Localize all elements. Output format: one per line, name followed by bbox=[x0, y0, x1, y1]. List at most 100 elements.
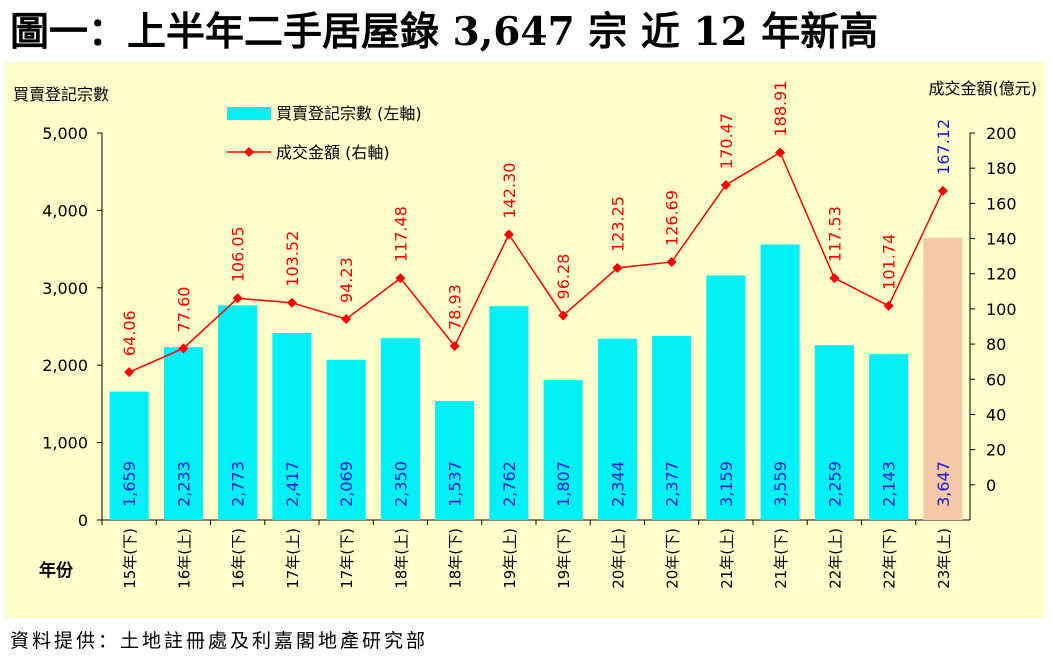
line-marker bbox=[720, 179, 731, 190]
line-marker bbox=[341, 314, 352, 325]
line-value-label: 126.69 bbox=[663, 190, 682, 246]
x-category-label: 17年(上) bbox=[284, 528, 302, 589]
line-marker bbox=[178, 343, 189, 354]
x-category-label: 16年(下) bbox=[230, 528, 248, 589]
bar bbox=[435, 401, 475, 520]
bar-value-label: 2,417 bbox=[283, 461, 302, 507]
line-value-label: 117.48 bbox=[391, 206, 410, 262]
x-category-label: 15年(下) bbox=[121, 528, 139, 589]
left-axis-title: 買賣登記宗數 bbox=[13, 85, 109, 104]
line-marker bbox=[395, 273, 406, 284]
bar-value-label: 3,647 bbox=[934, 461, 953, 507]
left-tick-label: 4,000 bbox=[42, 201, 88, 220]
right-tick-label: 160 bbox=[986, 194, 1017, 213]
x-category-label: 20年(下) bbox=[664, 528, 682, 589]
bar bbox=[652, 336, 692, 520]
legend-bar-label: 買賣登記宗數 (左軸) bbox=[276, 104, 422, 123]
x-category-label: 16年(上) bbox=[175, 528, 193, 589]
legend-bar-swatch bbox=[227, 107, 271, 120]
bar bbox=[760, 244, 800, 521]
bar bbox=[543, 380, 583, 520]
chart-title: 圖一：上半年二手居屋錄 3,647 宗 近 12 年新高 bbox=[10, 9, 879, 55]
right-tick-label: 60 bbox=[986, 370, 1006, 389]
right-tick-label: 0 bbox=[986, 476, 996, 495]
right-tick-label: 40 bbox=[986, 405, 1006, 424]
line-marker bbox=[829, 273, 840, 284]
bar bbox=[706, 275, 746, 520]
right-tick-label: 80 bbox=[986, 335, 1006, 354]
left-tick-label: 5,000 bbox=[42, 124, 88, 143]
x-axis-title: 年份 bbox=[39, 560, 74, 581]
bar-value-label: 3,559 bbox=[771, 461, 790, 507]
line-value-label: 106.05 bbox=[229, 226, 248, 282]
bar bbox=[923, 237, 963, 520]
line-value-label: 117.53 bbox=[825, 206, 844, 262]
x-category-label: 18年(下) bbox=[447, 528, 465, 589]
line-value-label: 96.28 bbox=[554, 254, 573, 300]
line-marker bbox=[666, 256, 677, 267]
bar bbox=[326, 359, 366, 520]
line-marker bbox=[449, 340, 460, 351]
line-value-label: 101.74 bbox=[880, 234, 899, 290]
chart-svg: 0 1,000 2,000 3,000 4,000 5,000 0 20 40 60 80 100 12… bbox=[5, 62, 1045, 618]
bar-value-label: 2,143 bbox=[880, 461, 899, 507]
line-marker bbox=[232, 293, 243, 304]
line-value-label: 103.52 bbox=[283, 231, 302, 287]
bar bbox=[380, 338, 420, 520]
right-tick-label: 140 bbox=[986, 230, 1017, 249]
bar-value-label: 1,537 bbox=[446, 461, 465, 507]
bar bbox=[869, 354, 909, 520]
left-tick-label: 2,000 bbox=[42, 356, 88, 375]
bar-value-label: 1,659 bbox=[120, 461, 139, 507]
line-marker bbox=[503, 229, 514, 240]
line-value-label: 142.30 bbox=[500, 163, 519, 219]
left-tick-label: 3,000 bbox=[42, 279, 88, 298]
legend-line-marker bbox=[244, 147, 254, 157]
right-tick-label: 100 bbox=[986, 300, 1017, 319]
bar bbox=[814, 345, 854, 520]
bar-value-label: 2,762 bbox=[500, 461, 519, 507]
x-category-label: 22年(下) bbox=[881, 528, 899, 589]
x-category-label: 19年(上) bbox=[501, 528, 519, 589]
source-footer: 資料提供：土地註冊處及利嘉閣地產研究部 bbox=[10, 630, 429, 652]
bar-value-label: 2,377 bbox=[663, 461, 682, 507]
x-category-label: 20年(上) bbox=[609, 528, 627, 589]
chart-area: 0 1,000 2,000 3,000 4,000 5,000 0 20 40 60 80 100 12… bbox=[5, 62, 1045, 618]
bar-value-label: 2,350 bbox=[391, 461, 410, 507]
legend-line-label: 成交金額 (右軸) bbox=[276, 143, 390, 162]
right-tick-label: 200 bbox=[986, 124, 1017, 143]
bar-value-label: 2,069 bbox=[337, 461, 356, 507]
line-value-label: 64.06 bbox=[120, 310, 139, 356]
bar bbox=[489, 306, 529, 520]
line-marker bbox=[124, 367, 135, 378]
right-tick-label: 120 bbox=[986, 265, 1017, 284]
line-marker bbox=[558, 310, 569, 321]
line-value-label: 170.47 bbox=[717, 113, 736, 169]
x-category-label: 21年(上) bbox=[718, 528, 736, 589]
x-category-label: 17年(下) bbox=[338, 528, 356, 589]
line-series-path bbox=[128, 151, 944, 373]
line-marker bbox=[775, 147, 786, 158]
x-category-label: 19年(下) bbox=[555, 528, 573, 589]
right-tick-label: 20 bbox=[986, 441, 1006, 460]
line-marker bbox=[937, 185, 948, 196]
line-value-label: 167.12 bbox=[934, 119, 953, 175]
bar bbox=[597, 338, 637, 520]
line-value-label: 77.60 bbox=[174, 287, 193, 333]
x-category-label: 22年(上) bbox=[826, 528, 844, 589]
line-value-label: 123.25 bbox=[608, 196, 627, 252]
bar bbox=[272, 332, 312, 520]
line-marker bbox=[612, 263, 623, 274]
bar bbox=[163, 347, 203, 520]
x-category-label: 21年(下) bbox=[772, 528, 790, 589]
bar-value-label: 2,344 bbox=[608, 461, 627, 507]
x-category-label: 23年(上) bbox=[935, 528, 953, 589]
line-value-label: 94.23 bbox=[337, 257, 356, 303]
bar-value-label: 3,159 bbox=[717, 461, 736, 507]
line-value-label: 78.93 bbox=[446, 284, 465, 330]
right-axis-title: 成交金額(億元) bbox=[929, 79, 1038, 98]
bar-value-label: 1,807 bbox=[554, 461, 573, 507]
left-tick-label: 0 bbox=[78, 511, 88, 530]
bar bbox=[109, 391, 149, 520]
left-tick-label: 1,000 bbox=[42, 434, 88, 453]
